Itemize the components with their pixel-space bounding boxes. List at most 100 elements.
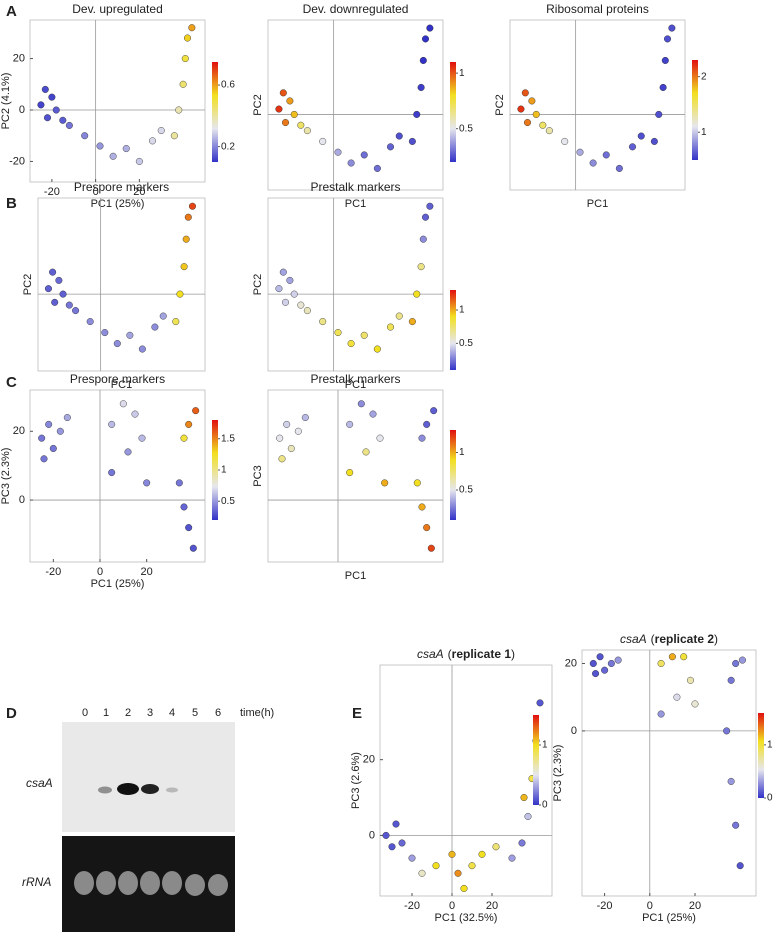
point xyxy=(615,164,623,172)
plot-frame xyxy=(379,664,553,897)
band xyxy=(118,871,138,895)
lane-label: 2 xyxy=(125,707,131,719)
point xyxy=(86,318,94,326)
plot-frame xyxy=(267,389,444,563)
point xyxy=(287,444,295,452)
point xyxy=(96,142,104,150)
point xyxy=(691,700,699,708)
point xyxy=(275,105,283,113)
title-part: csaA xyxy=(417,647,444,661)
point xyxy=(589,659,597,667)
point xyxy=(668,653,676,661)
point xyxy=(185,524,193,532)
point xyxy=(468,862,476,870)
colorbar xyxy=(212,420,218,520)
y-tick-label: 20 xyxy=(565,657,577,669)
colorbar-tick-label: 1 xyxy=(221,465,227,476)
point xyxy=(602,151,610,159)
colorbar-tick-label: 0.5 xyxy=(459,123,473,134)
point xyxy=(661,56,669,64)
point xyxy=(426,202,434,210)
point xyxy=(576,148,584,156)
points xyxy=(275,202,434,353)
point xyxy=(180,503,188,511)
chart-title: Dev. downregulated xyxy=(303,2,409,16)
point xyxy=(423,524,431,532)
point xyxy=(418,434,426,442)
colorbar-tick-label: 0 xyxy=(767,793,773,804)
panel-label: A xyxy=(6,3,17,20)
title-part: ) xyxy=(511,647,515,661)
y-tick-label: 20 xyxy=(13,425,25,437)
plot-frame xyxy=(37,197,206,372)
point xyxy=(65,121,73,129)
x-tick-label: 0 xyxy=(93,186,99,198)
point xyxy=(346,420,354,428)
colorbar xyxy=(758,713,764,798)
point xyxy=(184,213,192,221)
point xyxy=(101,329,109,337)
point xyxy=(188,202,196,210)
point xyxy=(655,110,663,118)
point xyxy=(38,434,46,442)
lane-label: 6 xyxy=(215,707,221,719)
point xyxy=(369,410,377,418)
point xyxy=(419,56,427,64)
point xyxy=(297,121,305,129)
colorbar xyxy=(450,290,456,370)
y-axis-label: PC2 xyxy=(22,274,34,295)
y-tick-label: 0 xyxy=(369,829,375,841)
point xyxy=(279,268,287,276)
point xyxy=(59,290,67,298)
point xyxy=(48,93,56,101)
x-tick-label: -20 xyxy=(404,900,420,912)
x-tick-label: 20 xyxy=(141,566,153,578)
points xyxy=(275,24,434,172)
point xyxy=(539,121,547,129)
colorbar-tick-label: 1 xyxy=(767,740,773,751)
point xyxy=(185,420,193,428)
point xyxy=(172,318,180,326)
x-axis-label: PC1 (32.5%) xyxy=(435,912,498,924)
point xyxy=(159,312,167,320)
panel-label: C xyxy=(6,374,17,391)
chart-title: csaA (replicate 2) xyxy=(620,632,718,646)
point xyxy=(189,544,197,552)
point xyxy=(49,444,57,452)
point xyxy=(460,884,468,892)
point xyxy=(395,132,403,140)
colorbar-tick-label: 1 xyxy=(459,305,465,316)
point xyxy=(275,285,283,293)
point xyxy=(157,127,165,135)
point xyxy=(659,83,667,91)
northern-blot xyxy=(62,722,235,932)
point xyxy=(454,869,462,877)
points xyxy=(44,202,196,353)
colorbar-tick-label: 1 xyxy=(459,68,465,79)
plot-frame xyxy=(267,197,444,372)
point xyxy=(59,116,67,124)
point xyxy=(286,276,294,284)
points xyxy=(276,400,438,552)
panel-label: E xyxy=(352,705,362,722)
point xyxy=(738,656,746,664)
point xyxy=(668,24,676,32)
plot-frame xyxy=(509,19,686,191)
colorbar-tick-label: 2 xyxy=(701,71,707,82)
title-part: replicate 1 xyxy=(452,647,512,661)
point xyxy=(508,854,516,862)
row-label: csaA xyxy=(26,776,53,790)
point xyxy=(426,24,434,32)
point xyxy=(319,318,327,326)
title-part: ( xyxy=(448,647,452,661)
point xyxy=(290,290,298,298)
point xyxy=(183,34,191,42)
point xyxy=(65,301,73,309)
point xyxy=(448,850,456,858)
y-axis-label: PC2 xyxy=(494,94,506,115)
point xyxy=(376,434,384,442)
point xyxy=(282,298,290,306)
point xyxy=(423,420,431,428)
colorbar xyxy=(450,62,456,162)
point xyxy=(673,693,681,701)
